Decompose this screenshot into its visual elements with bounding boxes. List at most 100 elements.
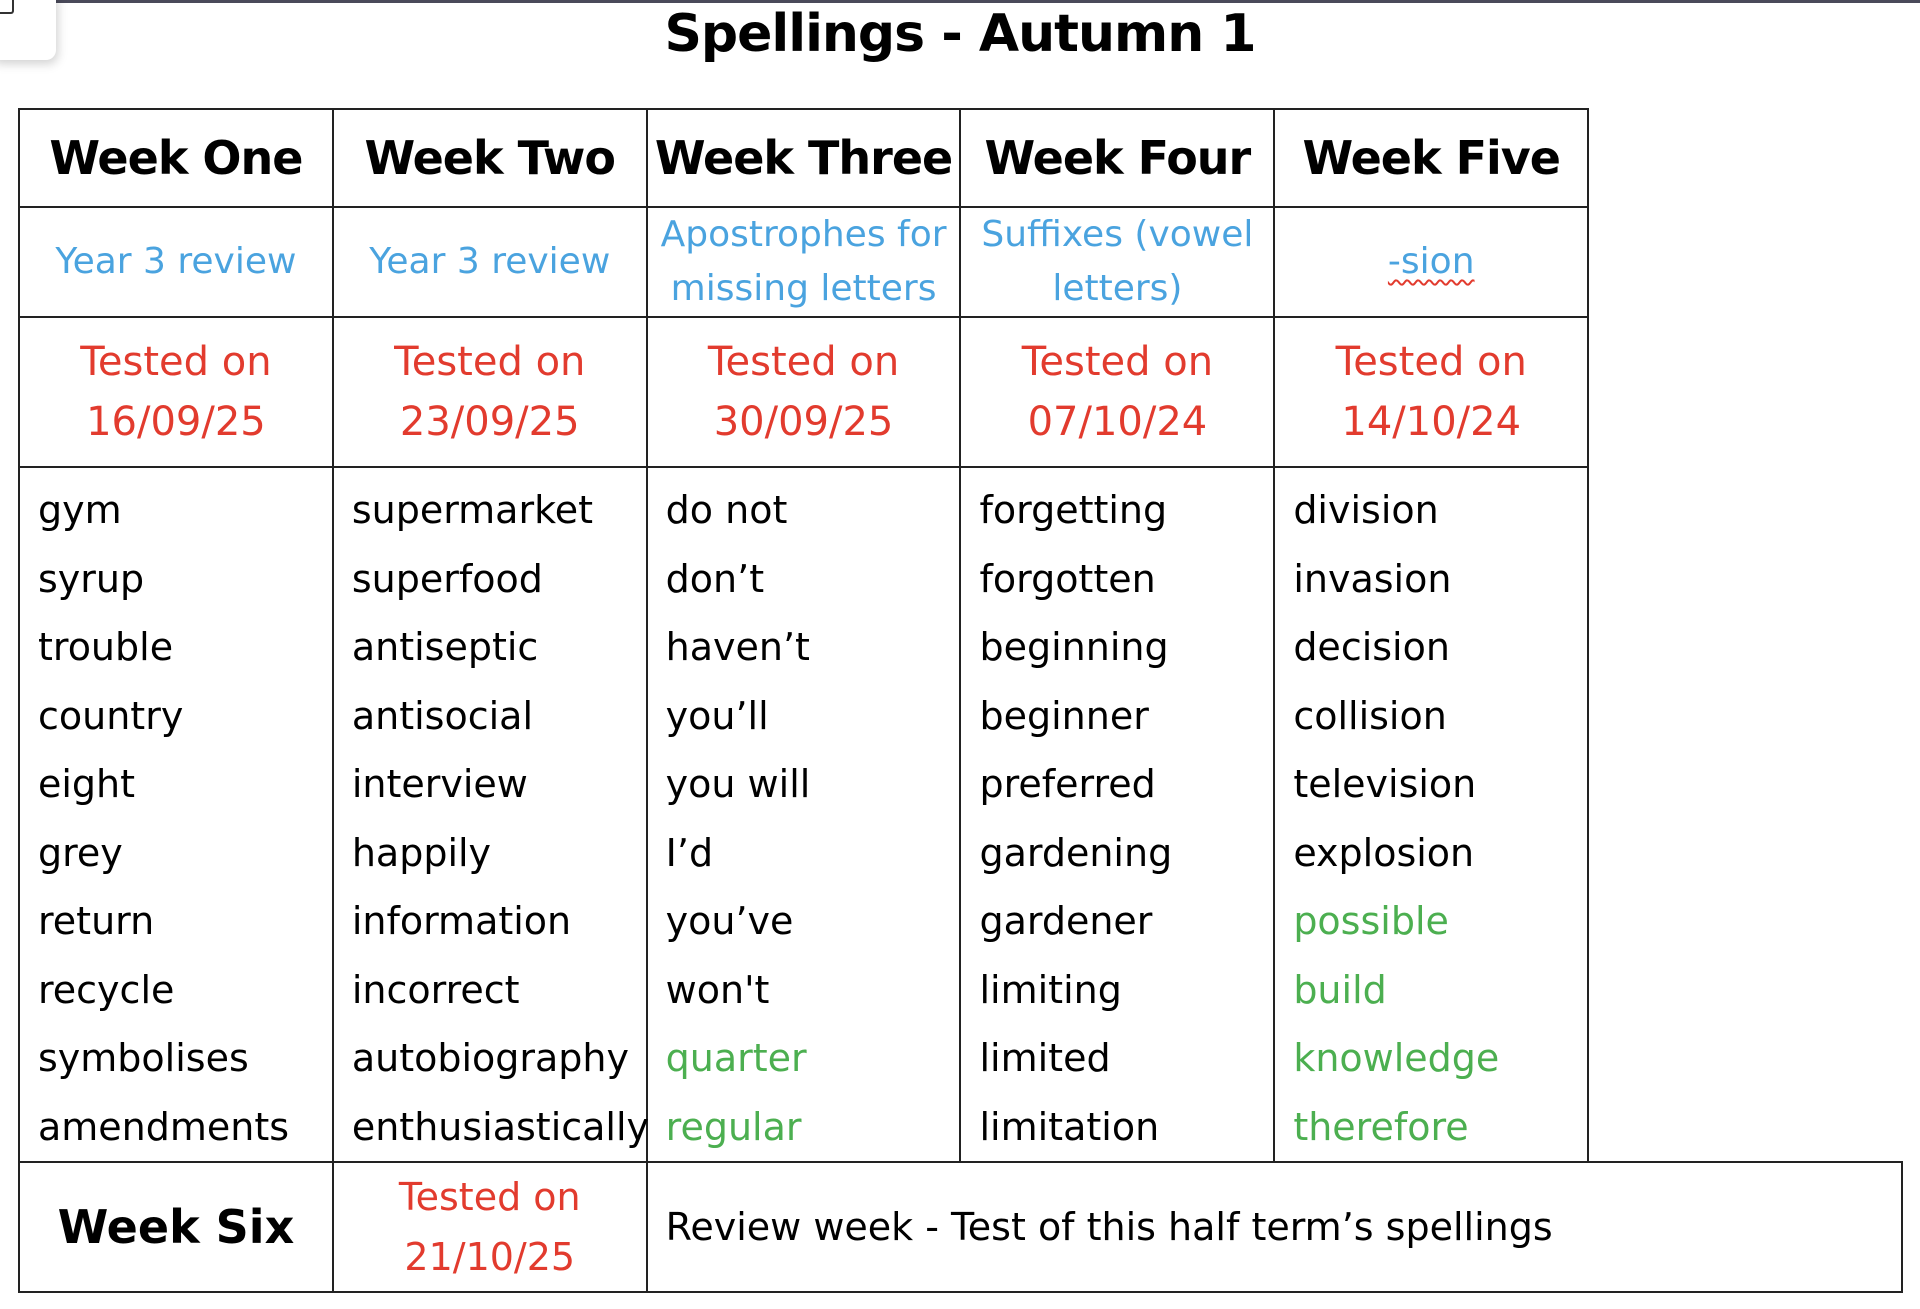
spelling-word: gardening [979, 830, 1173, 875]
spelling-word: grey [38, 830, 123, 875]
spelling-word: limiting [979, 967, 1122, 1012]
spelling-word: build [1293, 967, 1387, 1012]
spelling-word: beginner [979, 693, 1149, 738]
spelling-word: you will [665, 762, 811, 806]
topic-text: Suffixes (vowel letters) [981, 214, 1254, 309]
spelling-word: division [1293, 488, 1439, 532]
header-row: Week One Week Two Week Three Week Four Week … [18, 108, 1902, 208]
spelling-word: supermarket [351, 488, 594, 532]
week-six-tested: Tested on 21/10/25 [331, 1161, 648, 1293]
topic-row: Year 3 review Year 3 review Apostrophes fo… [18, 206, 1902, 318]
week-header: Week Two [331, 108, 648, 208]
topic-cell: -sion [1273, 206, 1590, 318]
tested-label: Tested on [1335, 339, 1527, 385]
spelling-word: quarter [665, 1036, 807, 1080]
spelling-word: invasion [1293, 556, 1452, 601]
spelling-word: regular [665, 1104, 802, 1149]
words-row: gym syrup trouble country eight grey return rec… [18, 466, 1902, 1163]
spelling-word: return [38, 899, 155, 943]
spelling-word: collision [1293, 693, 1447, 738]
tested-label: Tested on [394, 339, 586, 385]
corner-widget[interactable] [0, 0, 56, 60]
spelling-word: incorrect [351, 967, 520, 1012]
spelling-word: eight [38, 762, 136, 806]
spelling-word: happily [351, 830, 492, 875]
topic-cell: Year 3 review [331, 206, 648, 318]
word-list: gym syrup trouble country eight grey return rec… [18, 466, 334, 1163]
topic-cell: Apostrophes for missing letters [645, 206, 962, 318]
spelling-word: beginning [979, 625, 1169, 669]
spelling-word: therefore [1293, 1104, 1469, 1149]
tested-date: 14/10/24 [1341, 399, 1522, 445]
tested-cell: Tested on 30/09/25 [645, 316, 962, 468]
spelling-word: knowledge [1293, 1036, 1500, 1080]
tested-cell: Tested on 14/10/24 [1273, 316, 1590, 468]
spelling-word: enthusiastically [351, 1104, 650, 1149]
spelling-word: information [351, 899, 572, 943]
spelling-word: won't [665, 967, 770, 1012]
tested-label: Tested on [1021, 339, 1214, 385]
tested-label: Tested on [707, 339, 900, 385]
spelling-word: haven’t [665, 625, 810, 669]
tested-date: 30/09/25 [713, 399, 894, 445]
week-six-row: Week Six Tested on 21/10/25 Review week … [18, 1161, 1904, 1293]
spelling-word: superfood [351, 556, 543, 601]
tested-cell: Tested on 23/09/25 [331, 316, 648, 468]
spelling-word: forgetting [979, 488, 1168, 532]
word-list: do not don’t haven’t you’ll you will I’d you’v… [645, 466, 962, 1163]
spelling-word: recycle [38, 967, 175, 1012]
tested-label: Tested on [80, 339, 272, 385]
word-list: supermarket superfood antiseptic antisocial… [331, 466, 650, 1163]
spelling-word: limited [979, 1036, 1111, 1080]
spelling-word: forgotten [979, 556, 1156, 601]
spelling-word: don’t [665, 556, 765, 601]
week-header: Week Four [959, 108, 1276, 208]
spelling-word: television [1293, 762, 1477, 806]
spelling-word: antisocial [351, 693, 533, 738]
week-header: Week One [18, 108, 334, 208]
week-header: Week Five [1273, 108, 1590, 208]
spelling-word: gardener [979, 899, 1153, 943]
spelling-word: country [38, 693, 184, 738]
spelling-word: antiseptic [351, 625, 539, 669]
week-six-label: Week Six [18, 1161, 334, 1293]
spelling-word: syrup [38, 556, 145, 601]
tested-date: 16/09/25 [86, 399, 266, 445]
spellings-table: Week One Week Two Week Three Week Four Week … [18, 108, 1904, 1293]
tested-cell: Tested on 07/10/24 [959, 316, 1276, 468]
spelling-word: I’d [665, 830, 714, 875]
checkbox-icon [0, 0, 14, 14]
topic-text: Year 3 review [55, 241, 297, 282]
week-six-description: Review week - Test of this half term’s s… [645, 1161, 1904, 1293]
spelling-word: symbolises [38, 1036, 249, 1080]
topic-text: -sion [1387, 241, 1475, 282]
word-list: division invasion decision collision televis… [1273, 466, 1590, 1163]
tested-date: 23/09/25 [399, 399, 580, 445]
spelling-word: autobiography [351, 1036, 629, 1080]
word-list: forgetting forgotten beginning beginner pref… [959, 466, 1276, 1163]
spelling-word: interview [351, 762, 528, 806]
page-title: Spellings - Autumn 1 [664, 4, 1256, 64]
topic-cell: Suffixes (vowel letters) [959, 206, 1276, 318]
topic-text: Year 3 review [369, 241, 611, 282]
tested-date: 07/10/24 [1027, 399, 1208, 445]
spelling-word: you’ll [665, 693, 769, 738]
spelling-word: decision [1293, 625, 1450, 669]
tested-label: Tested on [398, 1175, 581, 1219]
tested-cell: Tested on 16/09/25 [18, 316, 334, 468]
spelling-word: preferred [979, 762, 1156, 806]
topic-cell: Year 3 review [18, 206, 334, 318]
spelling-word: trouble [38, 625, 174, 669]
spelling-word: limitation [979, 1104, 1160, 1149]
spelling-word: amendments [38, 1104, 290, 1149]
topic-text: Apostrophes for missing letters [660, 214, 947, 309]
tested-row: Tested on 16/09/25 Tested on 23/09/25 Tested… [18, 316, 1902, 468]
window-top-bar [0, 0, 1920, 3]
spelling-word: explosion [1293, 830, 1475, 875]
spelling-word: possible [1293, 899, 1449, 943]
tested-date: 21/10/25 [404, 1235, 576, 1279]
spelling-word: do not [665, 488, 788, 532]
spelling-word: you’ve [665, 899, 794, 943]
week-header: Week Three [645, 108, 962, 208]
spelling-word: gym [38, 488, 122, 532]
